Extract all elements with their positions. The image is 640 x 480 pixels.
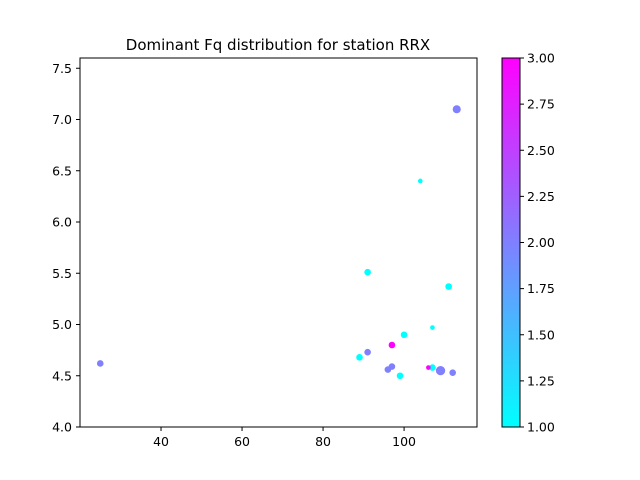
scatter-point [400, 331, 408, 339]
y-tick-label: 6.5 [52, 163, 72, 178]
scatter-point [429, 364, 436, 371]
colorbar-tick-label: 2.00 [527, 235, 555, 250]
scatter-point [430, 325, 435, 330]
scatter-point [445, 283, 452, 290]
y-tick-label: 5.5 [52, 266, 72, 281]
colorbar-tick-label: 3.00 [527, 51, 555, 66]
colorbar-tick-label: 2.50 [527, 143, 555, 158]
scatter-point [96, 360, 104, 367]
scatter-point [417, 178, 423, 184]
colorbar: 1.00 1.25 1.50 1.75 2.00 2.25 2.50 2.75 3.00 [501, 51, 555, 435]
scatter-point [364, 268, 371, 276]
colorbar-tick-label: 2.75 [527, 97, 555, 112]
colorbar-gradient [501, 57, 521, 428]
x-tick-label: 80 [315, 434, 331, 449]
scatter-point [364, 348, 371, 356]
colorbar-tick-label: 1.00 [527, 420, 555, 435]
y-tick-label: 6.0 [52, 215, 72, 230]
scatter-point [452, 105, 461, 114]
scatter-point [388, 341, 396, 349]
colorbar-tick-label: 1.25 [527, 373, 555, 388]
y-tick-label: 7.5 [52, 61, 72, 76]
colorbar-tick-label: 1.50 [527, 327, 555, 342]
x-tick-label: 100 [392, 434, 416, 449]
plot-frame [79, 57, 478, 428]
x-tick-label: 40 [153, 434, 169, 449]
y-tick-label: 4.0 [52, 420, 72, 435]
axes-layer: 40 60 80 100 4.0 4.5 5.0 5.5 6.0 6.5 7.0 7.5 [52, 57, 478, 449]
chart-title: Dominant Fq distribution for station RRX [126, 36, 430, 54]
scatter-point [396, 372, 404, 380]
scatter-point [435, 365, 446, 376]
scatter-point [449, 369, 456, 376]
scatter-point [426, 365, 431, 370]
points-layer [96, 105, 461, 380]
y-tick-label: 5.0 [52, 317, 72, 332]
y-tick-label: 4.5 [52, 368, 72, 383]
x-tick-label: 60 [234, 434, 250, 449]
y-tick-label: 7.0 [52, 112, 72, 127]
colorbar-tick-label: 2.25 [527, 189, 555, 204]
scatter-point [356, 354, 363, 361]
colorbar-tick-label: 1.75 [527, 281, 555, 296]
scatter-point [388, 363, 396, 370]
